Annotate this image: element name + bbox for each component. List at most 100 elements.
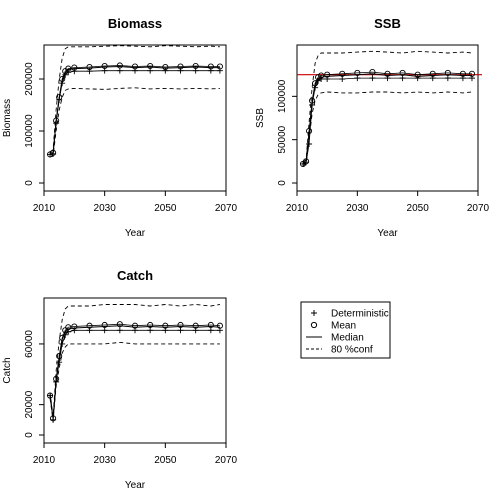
ssb-mean-point [399,69,406,76]
ssb-mean-point [369,69,376,76]
ssb-y-tick-label: 100000 [277,79,288,113]
ssb-y-axis-label: SSB [255,108,266,128]
catch-mean-point [65,324,72,331]
biomass-mean-point [162,63,169,71]
catch-y-tick-label: 0 [24,432,35,438]
biomass-mean-point [147,62,154,70]
biomass-x-tick-label: 2010 [33,203,56,214]
biomass-panel: Biomass Year Biomass 2010 2030 2050 2070 0 10000… [2,16,238,239]
biomass-mean-point [192,62,199,70]
catch-x-tick-label: 2050 [154,455,177,466]
catch-plot-frame [43,297,227,444]
catch-mean-point [116,321,123,328]
ssb-mean-point [444,69,451,76]
ssb-x-tick-label: 2030 [346,203,369,214]
biomass-mean-point [65,65,72,72]
legend-box [300,301,391,359]
ssb-mean-point [318,72,325,79]
ssb-y-tick-label: 0 [277,180,288,186]
biomass-median-line [49,65,220,155]
catch-y-tick-label: 20000 [24,390,35,418]
biomass-title: Biomass [108,16,162,31]
legend-plus-symbol [311,310,317,316]
biomass-mean-point [131,63,139,70]
legend-label: Mean [331,321,356,332]
catch-deterministic-point [116,327,123,334]
ssb-x-tick-label: 2010 [286,203,309,214]
ssb-deterministic-point [306,141,313,147]
legend-label: 80 %conf [331,345,373,356]
biomass-mean-point [177,63,184,70]
catch-median-line [49,325,220,420]
catch-y-axis-label: Catch [2,357,13,383]
ssb-panel: SSB Year SSB 2010 2030 2050 2070 0 50000 100000 [255,16,490,239]
biomass-plot-frame [43,44,227,192]
biomass-deterministic-point [162,67,169,74]
biomass-mean-line [49,65,220,155]
ssb-mean-point [414,71,421,78]
ssb-deterministic-point [369,75,376,82]
biomass-deterministic-line [50,70,220,155]
ssb-conf-band-line [302,50,473,163]
biomass-mean-point [116,62,123,69]
ssb-deterministic-point [339,76,346,82]
biomass-conf-band-line [49,45,220,153]
ssb-mean-point [354,69,361,76]
catch-deterministic-point [147,327,154,334]
ssb-x-tick-label: 2050 [407,203,430,214]
biomass-deterministic-point [116,67,123,74]
catch-x-axis-label: Year [125,480,146,491]
biomass-mean-point [207,63,214,70]
catch-deterministic-point [101,327,108,334]
catch-panel: Catch Year Catch 2010 2030 2050 2070 0 20000 6000… [2,268,238,491]
catch-mean-point [162,322,169,329]
catch-mean-point [131,322,139,329]
ssb-mean-point [459,70,466,77]
biomass-x-axis-label: Year [125,228,146,239]
catch-conf-band-line [49,304,220,417]
catch-x-tick-label: 2070 [215,455,238,466]
biomass-mean-point [101,62,108,70]
catch-conf-band-line [49,341,220,422]
ssb-plot-frame [296,44,479,192]
biomass-mean-point [71,64,78,71]
catch-mean-point [192,322,199,329]
biomass-x-tick-label: 2030 [94,203,117,214]
biomass-conf-band-line [49,87,220,158]
ssb-deterministic-point [444,75,451,82]
catch-mean-point [86,322,93,329]
ssb-mean-point [468,70,476,77]
ssb-y-tick-label: 50000 [277,125,288,153]
catch-deterministic-point [177,327,184,334]
catch-mean-line [49,323,220,419]
ssb-deterministic-line [302,77,472,165]
biomass-mean-point [47,151,54,158]
ssb-mean-point [429,70,436,77]
catch-x-tick-label: 2010 [33,455,56,466]
biomass-deterministic-point [71,68,78,75]
ssb-mean-point [384,70,391,77]
biomass-mean-point [216,63,223,70]
catch-mean-point [216,322,223,329]
ssb-x-axis-label: Year [377,228,398,239]
ssb-mean-point [324,71,331,78]
biomass-mean-point [86,63,93,71]
ssb-mean-point [339,70,346,77]
catch-mean-point [147,321,154,329]
catch-y-tick-label: 60000 [24,330,35,358]
ssb-x-tick-label: 2070 [467,203,490,214]
catch-mean-point [71,323,78,330]
catch-x-tick-label: 2030 [94,455,117,466]
catch-title: Catch [117,268,153,283]
biomass-y-tick-label: 100000 [24,114,35,148]
legend-label: Deterministic [331,309,389,320]
biomass-y-axis-label: Biomass [2,99,13,137]
ssb-conf-band-line [302,91,473,167]
catch-mean-point [101,321,108,329]
biomass-y-tick-label: 200000 [24,62,35,96]
biomass-deterministic-point [47,151,54,158]
biomass-y-tick-label: 0 [24,180,35,186]
catch-mean-point [177,321,184,329]
